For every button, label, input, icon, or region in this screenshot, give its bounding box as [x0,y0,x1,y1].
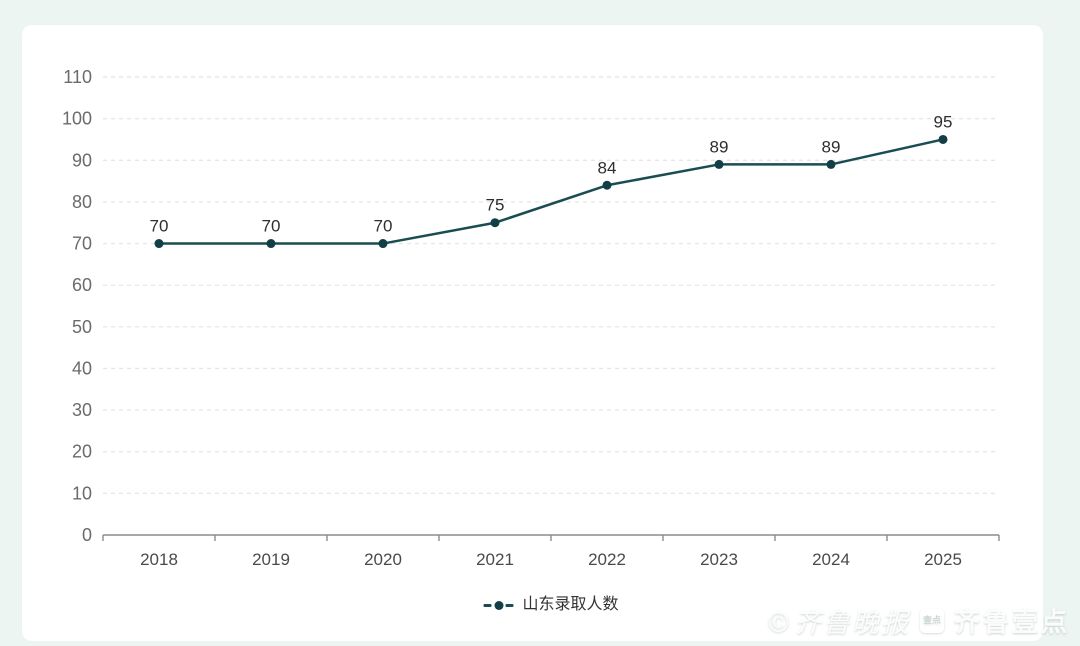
data-point[interactable] [154,239,164,249]
data-point[interactable] [826,159,836,169]
line-chart-svg: 0 10 20 30 40 50 60 70 80 90 100 110 2018 2019 2020 202… [62,67,1000,569]
data-label: 75 [486,196,505,215]
data-point[interactable] [490,218,500,228]
y-tick-label: 70 [72,234,92,254]
y-tick-label: 110 [63,67,92,87]
y-tick-label: 60 [72,275,92,295]
data-label: 89 [822,137,841,156]
data-point[interactable] [938,134,948,144]
y-tick-label: 100 [62,109,92,129]
data-label: 70 [374,217,393,236]
y-tick-label: 30 [72,400,92,420]
y-tick-label: 40 [72,358,92,378]
gridlines [103,76,999,495]
data-label: 89 [710,137,729,156]
data-point[interactable] [714,159,724,169]
data-labels: 70 70 70 75 84 89 89 95 [150,112,953,235]
x-axis-labels: 2018 2019 2020 2021 2022 2023 2024 2025 [140,550,962,569]
y-tick-label: 80 [72,192,92,212]
x-tick-label: 2025 [924,550,962,569]
data-label: 70 [150,217,169,236]
legend-label: 山东录取人数 [522,596,619,613]
y-tick-label: 50 [72,317,92,337]
y-tick-label: 90 [72,150,92,170]
data-label: 84 [598,158,617,177]
data-label: 95 [934,112,953,131]
y-tick-label: 10 [72,483,92,503]
legend-line-marker-icon [483,600,514,610]
y-axis-labels: 0 10 20 30 40 50 60 70 80 90 100 110 [62,67,92,545]
x-tick-label: 2023 [700,550,738,569]
legend-item[interactable]: 山东录取人数 [483,596,619,613]
chart-card: 0 10 20 30 40 50 60 70 80 90 100 110 2018 2019 2020 202… [22,25,1043,641]
data-point[interactable] [602,180,612,190]
x-tick-label: 2024 [812,550,850,569]
y-tick-label: 0 [82,525,92,545]
data-points [154,134,948,249]
x-tick-label: 2019 [252,550,290,569]
x-tick-label: 2021 [476,550,514,569]
y-tick-label: 20 [72,442,92,462]
series-line [157,138,945,245]
x-tick-label: 2020 [364,550,402,569]
data-point[interactable] [266,239,276,249]
x-tick-label: 2018 [140,550,178,569]
data-point[interactable] [378,239,388,249]
x-axis [102,534,1000,541]
x-tick-label: 2022 [588,550,626,569]
data-label: 70 [262,217,281,236]
